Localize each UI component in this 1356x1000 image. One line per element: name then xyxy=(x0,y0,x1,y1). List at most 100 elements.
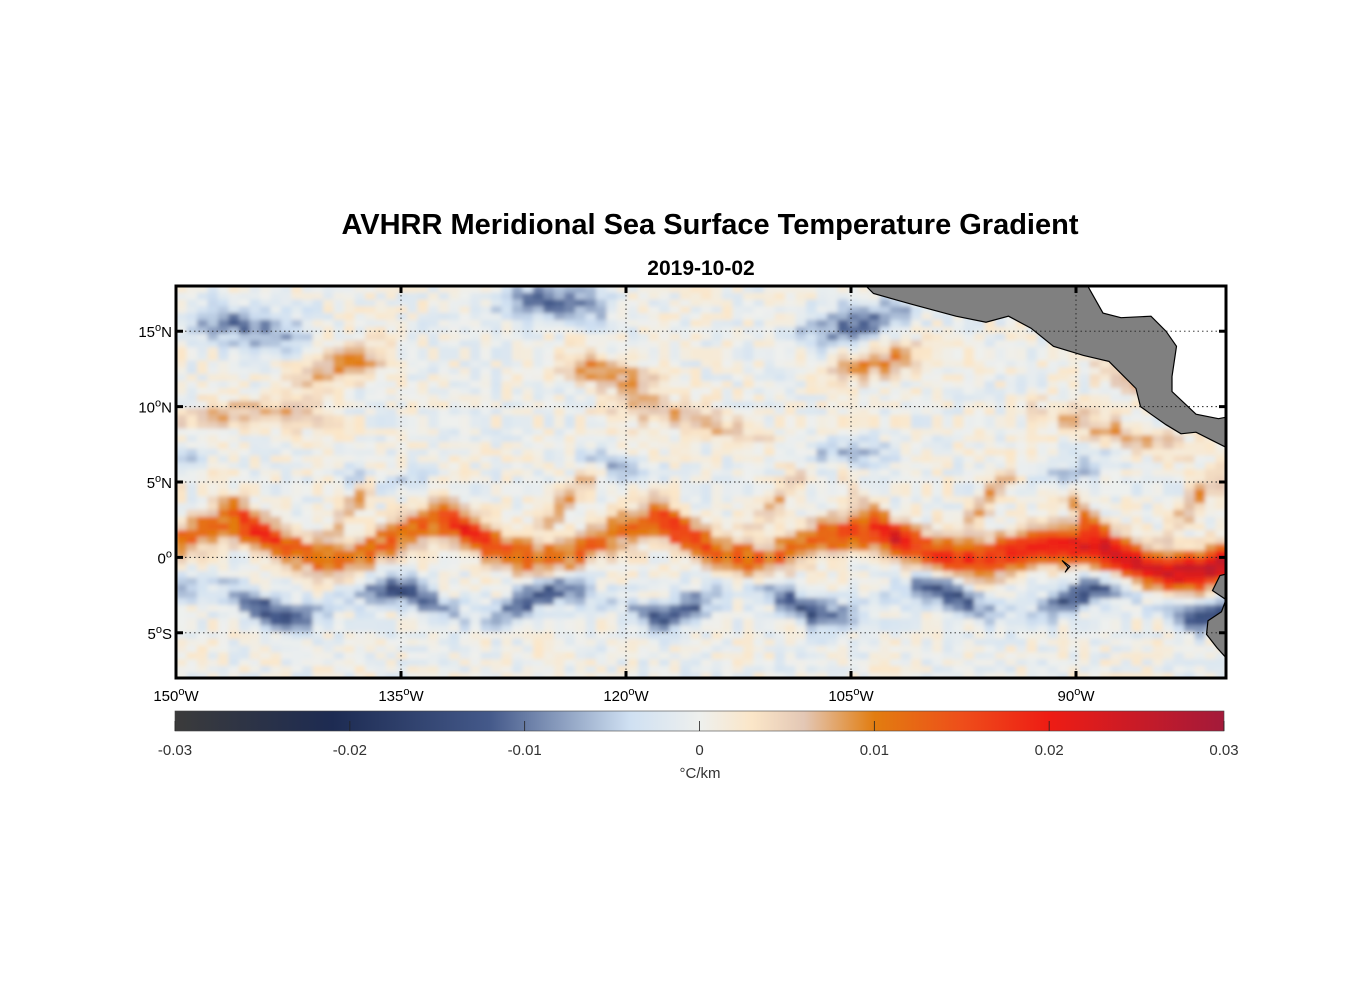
field-cell xyxy=(848,448,860,457)
field-cell xyxy=(543,476,555,484)
field-cell xyxy=(732,435,744,443)
field-cell xyxy=(186,584,198,593)
field-cell xyxy=(249,286,261,294)
field-cell xyxy=(669,306,681,314)
field-cell xyxy=(291,455,303,464)
field-cell xyxy=(239,435,251,443)
field-cell xyxy=(197,557,209,565)
field-cell xyxy=(428,543,440,552)
field-cell xyxy=(291,482,303,491)
field-cell xyxy=(974,401,986,409)
field-cell xyxy=(522,571,534,579)
field-cell xyxy=(1226,510,1237,518)
field-cell xyxy=(228,469,240,477)
field-cell xyxy=(323,571,335,579)
field-cell xyxy=(816,462,828,470)
field-cell xyxy=(1068,584,1080,593)
field-cell xyxy=(1037,476,1049,484)
field-cell xyxy=(302,333,314,342)
field-cell xyxy=(533,482,545,491)
field-cell xyxy=(659,523,671,532)
field-cell xyxy=(207,537,219,545)
field-cell xyxy=(858,503,870,511)
field-cell xyxy=(1152,421,1164,430)
field-cell xyxy=(722,326,734,335)
field-cell xyxy=(732,604,744,613)
field-cell xyxy=(1068,401,1080,409)
field-cell xyxy=(1152,503,1164,511)
field-cell xyxy=(806,455,818,464)
field-cell xyxy=(512,367,524,375)
field-cell xyxy=(428,469,440,477)
field-cell xyxy=(743,455,755,464)
field-cell xyxy=(764,421,776,430)
field-cell xyxy=(260,333,272,342)
field-cell xyxy=(995,462,1007,470)
field-cell xyxy=(428,421,440,430)
field-cell xyxy=(1047,374,1059,382)
field-cell xyxy=(491,353,503,362)
field-cell xyxy=(1058,387,1070,396)
field-cell xyxy=(323,584,335,593)
field-cell xyxy=(407,333,419,342)
field-cell xyxy=(1152,543,1164,552)
field-cell xyxy=(186,523,198,532)
field-cell xyxy=(869,543,881,552)
field-cell xyxy=(270,292,282,301)
field-cell xyxy=(1068,503,1080,511)
field-cell xyxy=(1047,421,1059,430)
field-cell xyxy=(995,326,1007,335)
field-cell xyxy=(1016,509,1028,518)
field-cell xyxy=(785,530,797,538)
field-cell xyxy=(396,462,408,470)
field-cell xyxy=(743,523,755,532)
field-cell xyxy=(459,604,471,613)
field-cell xyxy=(995,340,1007,348)
field-cell xyxy=(659,306,671,314)
field-cell xyxy=(291,387,303,396)
field-cell xyxy=(711,306,723,314)
field-cell xyxy=(596,584,608,593)
field-cell xyxy=(533,455,545,464)
field-cell xyxy=(323,523,335,532)
field-cell xyxy=(617,292,629,301)
field-cell xyxy=(575,523,587,532)
field-cell xyxy=(354,353,366,362)
field-cell xyxy=(365,347,377,355)
field-cell xyxy=(722,455,734,464)
field-cell xyxy=(1110,435,1122,443)
field-cell xyxy=(491,381,503,389)
field-cell xyxy=(869,306,881,314)
field-cell xyxy=(1068,442,1080,450)
field-cell xyxy=(522,523,534,532)
field-cell xyxy=(1226,395,1237,403)
field-cell xyxy=(501,306,513,314)
field-cell xyxy=(1121,550,1133,559)
field-cell xyxy=(333,387,345,396)
field-cell xyxy=(1026,360,1038,369)
field-cell xyxy=(239,598,251,606)
field-cell xyxy=(711,313,723,321)
field-cell xyxy=(1068,476,1080,484)
field-cell xyxy=(186,353,198,362)
field-cell xyxy=(218,353,230,362)
field-cell xyxy=(291,530,303,538)
field-cell xyxy=(743,367,755,375)
field-cell xyxy=(837,333,849,342)
field-cell xyxy=(596,523,608,532)
field-cell xyxy=(932,319,944,328)
field-cell xyxy=(260,428,272,437)
field-cell xyxy=(396,550,408,559)
field-cell xyxy=(1215,503,1226,511)
field-cell xyxy=(911,408,923,416)
field-cell xyxy=(974,326,986,335)
field-cell xyxy=(953,401,965,409)
field-cell xyxy=(869,428,881,437)
field-cell xyxy=(218,557,230,565)
field-cell xyxy=(1121,428,1133,437)
field-cell xyxy=(596,516,608,525)
field-cell xyxy=(396,591,408,599)
field-cell xyxy=(774,286,786,294)
field-cell xyxy=(459,340,471,348)
field-cell xyxy=(606,598,618,606)
